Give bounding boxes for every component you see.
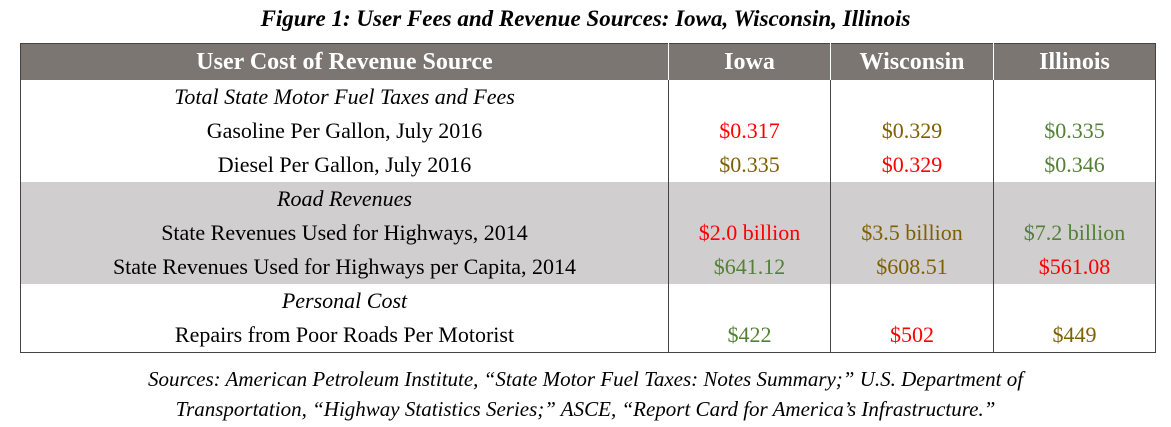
section-row: Personal Cost <box>21 284 1156 318</box>
value-cell: $0.335 <box>993 114 1156 148</box>
table-body: Total State Motor Fuel Taxes and Fees Gas… <box>20 80 1156 353</box>
row-label: State Revenues Used for Highways, 2014 <box>20 216 669 250</box>
section-label: Road Revenues <box>20 182 669 216</box>
data-row: State Revenues Used for Highways per Cap… <box>20 250 1156 284</box>
sources: Sources: American Petroleum Institute, “… <box>0 364 1171 424</box>
header-cell: Wisconsin <box>830 43 994 80</box>
row-label: Gasoline Per Gallon, July 2016 <box>206 118 483 143</box>
empty-cell <box>830 182 994 216</box>
row-label: Repairs from Poor Roads Per Motorist <box>174 322 515 347</box>
data-row: State Revenues Used for Highways, 2014 $2… <box>20 216 1156 250</box>
header-cell: Illinois <box>993 43 1156 80</box>
value-cell: $0.329 <box>830 148 994 182</box>
row-label: State Revenues Used for Highways per Cap… <box>20 250 669 284</box>
value-cell: $0.329 <box>830 114 994 148</box>
value-cell: $0.335 <box>668 148 831 182</box>
section-label: Personal Cost <box>281 288 408 313</box>
data-row: Diesel Per Gallon, July 2016 $0.335 $0.329… <box>21 148 1156 182</box>
header-cell: User Cost of Revenue Source <box>20 43 669 80</box>
value-cell: $449 <box>993 318 1156 353</box>
empty-cell <box>993 284 1156 318</box>
section-row: Road Revenues <box>20 182 1156 216</box>
value-cell: $3.5 billion <box>830 216 994 250</box>
value-cell: $0.317 <box>668 114 831 148</box>
section-label: Total State Motor Fuel Taxes and Fees <box>174 84 515 109</box>
source-line: Sources: American Petroleum Institute, “… <box>147 367 1024 391</box>
empty-cell <box>830 284 994 318</box>
empty-cell <box>668 284 831 318</box>
header-cell: Iowa <box>668 43 831 80</box>
empty-cell <box>668 80 831 114</box>
section-row: Total State Motor Fuel Taxes and Fees <box>21 80 1156 114</box>
empty-cell <box>830 80 994 114</box>
empty-cell <box>993 182 1156 216</box>
value-cell: $422 <box>668 318 831 353</box>
row-label: Diesel Per Gallon, July 2016 <box>217 152 472 177</box>
value-cell: $502 <box>830 318 994 353</box>
empty-cell <box>993 80 1156 114</box>
data-row: Gasoline Per Gallon, July 2016 $0.317 $0.3… <box>21 114 1156 148</box>
value-cell: $0.346 <box>993 148 1156 182</box>
source-line: Transportation, “Highway Statistics Seri… <box>175 397 996 421</box>
empty-cell <box>668 182 831 216</box>
value-cell: $2.0 billion <box>668 216 831 250</box>
value-cell: $7.2 billion <box>993 216 1156 250</box>
value-cell: $561.08 <box>993 250 1156 284</box>
header-row: User Cost of Revenue Source Iowa Wisconsin… <box>20 43 1156 80</box>
value-cell: $608.51 <box>830 250 994 284</box>
table: User Cost of Revenue Source Iowa Wisconsin… <box>20 43 1156 353</box>
value-cell: $641.12 <box>668 250 831 284</box>
figure-title: Figure 1: User Fees and Revenue Sources:… <box>260 6 911 31</box>
data-row: Repairs from Poor Roads Per Motorist $422… <box>21 318 1156 353</box>
